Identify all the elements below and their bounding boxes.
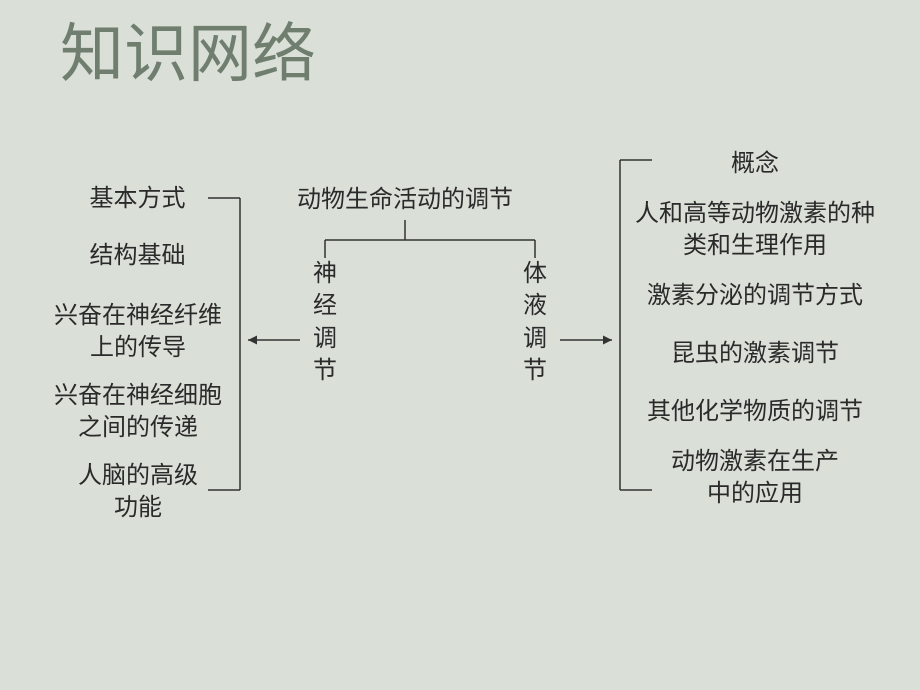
left-item-1: 基本方式: [70, 183, 205, 215]
right-item-6: 动物激素在生产中的应用: [660, 446, 850, 511]
right-item-4: 昆虫的激素调节: [640, 338, 870, 370]
left-item-3: 兴奋在神经纤维上的传导: [48, 300, 228, 365]
child-right: 体液调节: [520, 258, 550, 388]
left-item-5: 人脑的高级功能: [68, 460, 208, 525]
right-item-2: 人和高等动物激素的种类和生理作用: [635, 198, 875, 263]
right-item-3: 激素分泌的调节方式: [640, 280, 870, 312]
right-item-1: 概念: [640, 148, 870, 180]
root-node: 动物生命活动的调节: [275, 184, 535, 216]
left-item-2: 结构基础: [70, 240, 205, 272]
page-title: 知识网络: [60, 12, 316, 98]
right-item-5: 其他化学物质的调节: [640, 396, 870, 428]
left-item-4: 兴奋在神经细胞之间的传递: [48, 380, 228, 445]
child-left: 神经调节: [310, 258, 340, 388]
